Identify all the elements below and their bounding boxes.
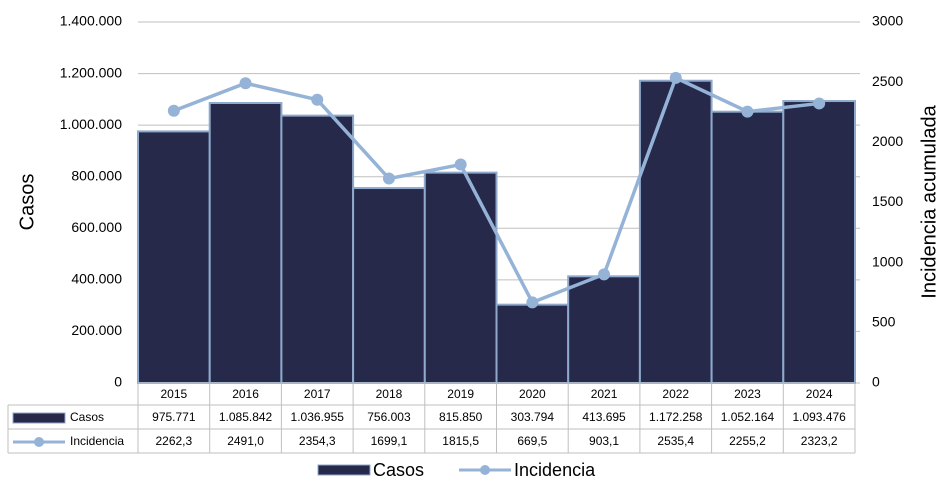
y2-tick-label: 0 xyxy=(872,374,880,390)
table-value: 1.052.164 xyxy=(721,410,775,424)
x-tick-label: 2021 xyxy=(591,387,618,401)
y-tick-label: 1.200.000 xyxy=(60,64,122,80)
x-tick-label: 2018 xyxy=(376,387,403,401)
marker xyxy=(311,93,324,106)
bar xyxy=(280,114,355,385)
table-series-name: Casos xyxy=(70,410,104,424)
line xyxy=(173,75,820,305)
table-value: 975.771 xyxy=(152,410,196,424)
y-tick-label: 0 xyxy=(114,374,122,390)
table-value: 413.695 xyxy=(582,410,626,424)
table-value: 756.003 xyxy=(367,410,411,424)
bar xyxy=(208,102,283,385)
bar xyxy=(495,303,570,384)
x-tick-label: 2017 xyxy=(304,387,331,401)
x-tick-label: 2016 xyxy=(232,387,259,401)
legend-key xyxy=(480,465,491,475)
table-value: 1.172.258 xyxy=(649,410,703,424)
bar xyxy=(782,100,856,385)
table-value: 1.093.476 xyxy=(792,410,846,424)
y2-tick-label: 3000 xyxy=(872,13,903,29)
y-tick-label: 800.000 xyxy=(71,167,122,183)
table-value: 1815,5 xyxy=(442,434,479,448)
y-tick-label: 1.400.000 xyxy=(60,13,122,29)
y2-axis-title: Incidencia acumulada xyxy=(918,104,940,298)
y-tick-label: 600.000 xyxy=(71,219,122,235)
y-axis-title: Casos xyxy=(16,174,38,231)
x-tick-label: 2023 xyxy=(734,387,761,401)
x-tick-label: 2024 xyxy=(806,387,833,401)
table-value: 669,5 xyxy=(517,434,547,448)
legend-key xyxy=(317,464,371,476)
marker xyxy=(741,105,754,118)
marker xyxy=(382,172,395,185)
bar xyxy=(137,130,211,384)
bar xyxy=(638,79,713,384)
table-value: 303.794 xyxy=(511,410,555,424)
marker xyxy=(526,296,539,309)
table-value: 1.036.955 xyxy=(291,410,345,424)
legend-label: Incidencia xyxy=(514,460,596,480)
bar xyxy=(352,187,426,384)
bar xyxy=(423,171,498,384)
table-value: 1699,1 xyxy=(371,434,408,448)
marker xyxy=(813,97,826,110)
x-tick-label: 2022 xyxy=(662,387,689,401)
y-tick-label: 400.000 xyxy=(71,271,122,287)
marker xyxy=(454,158,467,171)
table-value: 903,1 xyxy=(589,434,619,448)
table-value: 1.085.842 xyxy=(219,410,273,424)
bar xyxy=(710,110,785,385)
table-value: 2262,3 xyxy=(155,434,192,448)
x-tick-label: 2015 xyxy=(160,387,187,401)
table-series-name: Incidencia xyxy=(70,434,124,448)
table-value: 2354,3 xyxy=(299,434,336,448)
y2-tick-label: 1500 xyxy=(872,193,903,209)
y2-tick-label: 500 xyxy=(872,314,896,330)
table-value: 2491,0 xyxy=(227,434,264,448)
x-tick-label: 2019 xyxy=(447,387,474,401)
table-value: 815.850 xyxy=(439,410,483,424)
y-tick-label: 1.000.000 xyxy=(60,116,122,132)
legend-key xyxy=(12,412,66,424)
legend-label: Casos xyxy=(373,460,424,480)
y2-tick-label: 2500 xyxy=(872,73,903,89)
marker xyxy=(167,104,180,117)
y2-tick-label: 2000 xyxy=(872,133,903,149)
table-value: 2535,4 xyxy=(657,434,694,448)
table-value: 2323,2 xyxy=(801,434,838,448)
bar xyxy=(567,275,641,384)
marker xyxy=(669,71,682,84)
table-value: 2255,2 xyxy=(729,434,766,448)
y-tick-label: 200.000 xyxy=(71,322,122,338)
marker xyxy=(239,77,252,90)
marker xyxy=(598,268,611,281)
y2-tick-label: 1000 xyxy=(872,253,903,269)
x-tick-label: 2020 xyxy=(519,387,546,401)
legend-key xyxy=(34,437,44,447)
